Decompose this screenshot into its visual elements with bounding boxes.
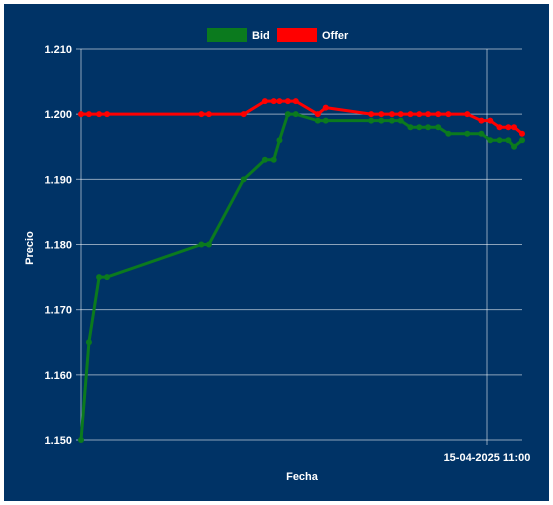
offer-data-point[interactable]: [445, 111, 452, 118]
chart-panel: 1.150 1.160 1.170 1.180 1.190 1.200 1.210 15-0…: [4, 4, 549, 501]
x-axis-ticks: 15-04-2025 11:00: [444, 452, 531, 464]
offer-data-point[interactable]: [205, 111, 212, 118]
bid-data-point[interactable]: [511, 143, 518, 150]
bid-data-point[interactable]: [407, 124, 414, 131]
bid-data-point[interactable]: [445, 130, 452, 137]
bid-data-point[interactable]: [416, 124, 423, 131]
bid-data-point[interactable]: [198, 241, 205, 248]
offer-data-point[interactable]: [368, 111, 375, 118]
bid-data-point[interactable]: [276, 137, 283, 144]
offer-data-point[interactable]: [284, 98, 291, 105]
bid-data-point[interactable]: [496, 137, 503, 144]
offer-data-point[interactable]: [96, 111, 103, 118]
offer-data-point[interactable]: [104, 111, 111, 118]
offer-legend-swatch[interactable]: [277, 28, 317, 42]
offer-data-point[interactable]: [505, 124, 512, 131]
offer-data-point[interactable]: [198, 111, 205, 118]
y-tick-label: 1.150: [44, 435, 72, 447]
offer-data-point[interactable]: [314, 111, 321, 118]
grid-lines: [76, 48, 522, 445]
bid-legend-label[interactable]: Bid: [252, 30, 270, 42]
bid-data-point[interactable]: [505, 137, 512, 144]
offer-data-point[interactable]: [261, 98, 268, 105]
bid-data-point[interactable]: [104, 274, 111, 281]
series-lines: [78, 98, 525, 443]
offer-data-point[interactable]: [388, 111, 395, 118]
bid-data-point[interactable]: [270, 156, 277, 163]
bid-data-point[interactable]: [397, 117, 404, 124]
offer-data-point[interactable]: [270, 98, 277, 105]
offer-data-point[interactable]: [85, 111, 92, 118]
bid-data-point[interactable]: [205, 241, 212, 248]
bid-data-point[interactable]: [322, 117, 329, 124]
y-axis-ticks: 1.150 1.160 1.170 1.180 1.190 1.200 1.210: [44, 44, 72, 447]
offer-data-point[interactable]: [519, 130, 525, 137]
offer-legend-label[interactable]: Offer: [322, 30, 349, 42]
bid-data-point[interactable]: [85, 339, 92, 346]
offer-data-point[interactable]: [435, 111, 442, 118]
bid-data-point[interactable]: [519, 137, 525, 144]
offer-data-point[interactable]: [511, 124, 518, 131]
price-chart: 1.150 1.160 1.170 1.180 1.190 1.200 1.210 15-0…: [24, 28, 531, 483]
offer-data-point[interactable]: [496, 124, 503, 131]
offer-data-point[interactable]: [425, 111, 432, 118]
bid-data-point[interactable]: [368, 117, 375, 124]
bid-legend-swatch[interactable]: [207, 28, 247, 42]
offer-data-point[interactable]: [464, 111, 471, 118]
x-tick-label: 15-04-2025 11:00: [444, 452, 531, 464]
offer-data-point[interactable]: [478, 117, 485, 124]
bid-series-line: [79, 112, 523, 441]
offer-data-point[interactable]: [397, 111, 404, 118]
bid-data-point[interactable]: [425, 124, 432, 131]
offer-data-point[interactable]: [78, 111, 84, 118]
offer-data-point[interactable]: [378, 111, 385, 118]
bid-data-point[interactable]: [292, 111, 299, 118]
y-tick-label: 1.200: [44, 109, 72, 121]
offer-data-point[interactable]: [416, 111, 423, 118]
bid-data-point[interactable]: [378, 117, 385, 124]
bid-data-point[interactable]: [284, 111, 291, 118]
bid-data-point[interactable]: [261, 156, 268, 163]
y-tick-label: 1.170: [44, 305, 72, 317]
y-tick-label: 1.210: [44, 44, 72, 56]
x-axis-title: Fecha: [286, 471, 319, 483]
bid-data-point[interactable]: [78, 437, 84, 443]
offer-data-point[interactable]: [322, 104, 329, 111]
legend[interactable]: Bid Offer: [207, 28, 349, 42]
bid-data-point[interactable]: [96, 274, 103, 281]
offer-data-point[interactable]: [407, 111, 414, 118]
bid-data-point[interactable]: [314, 117, 321, 124]
bid-data-point[interactable]: [388, 117, 395, 124]
y-tick-label: 1.190: [44, 174, 72, 186]
bid-data-point[interactable]: [487, 137, 494, 144]
offer-data-point[interactable]: [487, 117, 494, 124]
y-axis-title: Precio: [24, 231, 36, 265]
y-tick-label: 1.180: [44, 240, 72, 252]
bid-data-point[interactable]: [478, 130, 485, 137]
bid-data-point[interactable]: [435, 124, 442, 131]
offer-data-point[interactable]: [292, 98, 299, 105]
offer-data-point[interactable]: [240, 111, 247, 118]
y-tick-label: 1.160: [44, 370, 72, 382]
bid-data-point[interactable]: [464, 130, 471, 137]
offer-data-point[interactable]: [276, 98, 283, 105]
bid-data-point[interactable]: [240, 176, 247, 183]
